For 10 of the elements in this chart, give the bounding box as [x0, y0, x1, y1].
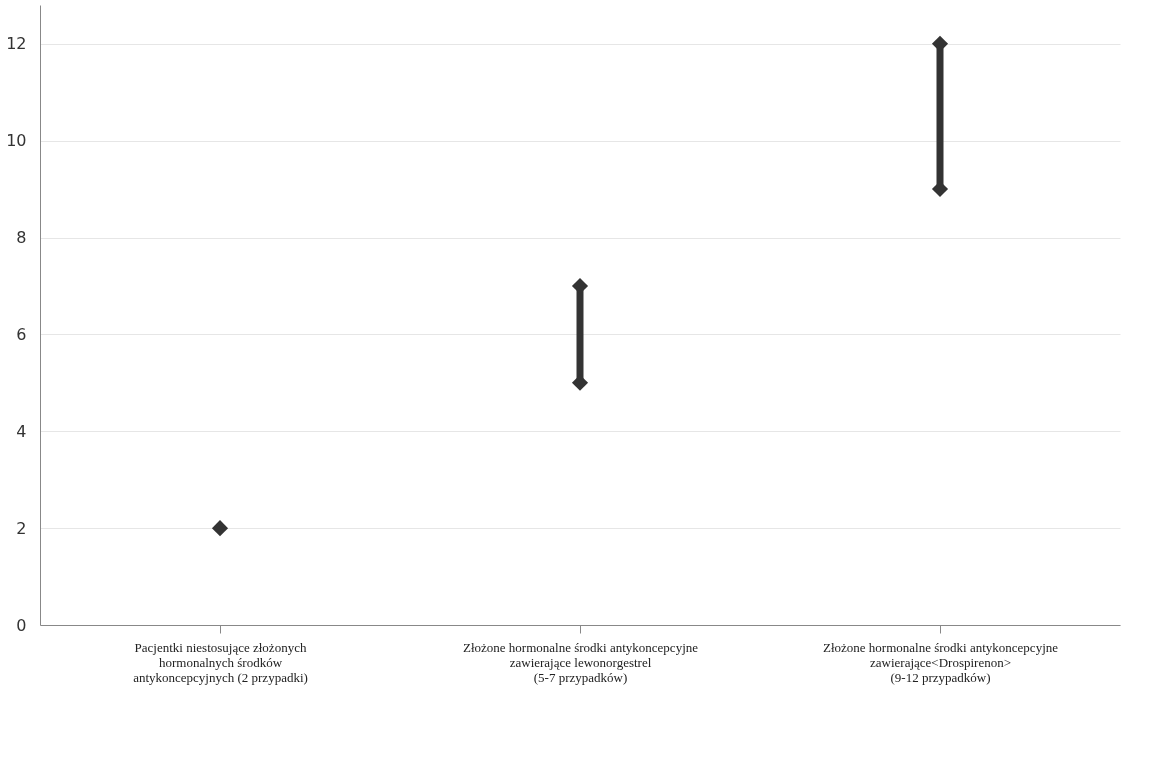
y-tick-label: 12 — [6, 34, 27, 54]
y-tick-label: 2 — [16, 518, 27, 538]
y-tick-label: 0 — [16, 615, 27, 635]
y-tick-label: 8 — [16, 228, 27, 247]
y-tick-label: 6 — [16, 324, 27, 344]
x-tick-label: Złożone hormonalne środki antykoncepcyjne zawierające lewonorgestrel (5-7 przypadków) — [462, 639, 699, 685]
y-tick-label: 10 — [6, 131, 27, 151]
x-tick-label: Pacjentki niestosujące złożonych hormonalnych środków antykoncepcyjnych (2 przypadki) — [133, 639, 308, 685]
x-tick-label: Złożone hormonalne środki antykoncepcyjne zawierające<Drospirenon> (9-12 przypadków) — [822, 639, 1059, 685]
y-tick-label: 4 — [16, 421, 27, 441]
